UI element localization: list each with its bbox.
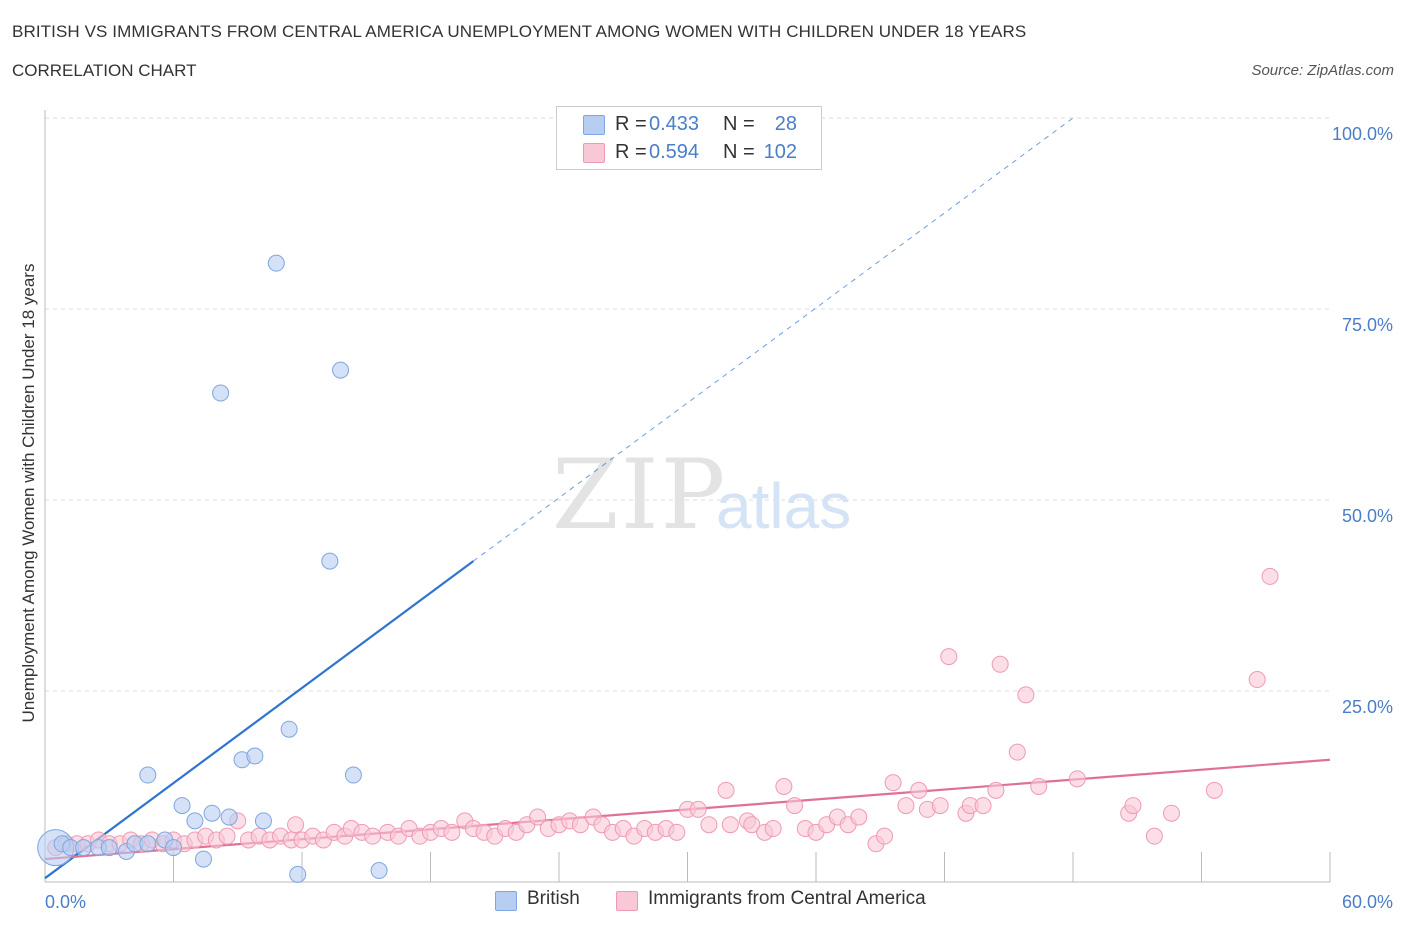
point-central-america bbox=[897, 797, 915, 815]
stats-box: R = 0.433 N = 28 R = 0.594 N = 102 bbox=[556, 106, 822, 170]
point-central-america bbox=[1008, 743, 1026, 761]
point-british bbox=[194, 850, 212, 868]
point-central-america bbox=[1261, 567, 1279, 585]
point-central-america bbox=[218, 827, 236, 845]
x-tick-labels: 0.0% 60.0% bbox=[45, 892, 1393, 912]
central-america-n-label: N = bbox=[723, 141, 755, 163]
y-tick-label: 25.0% bbox=[1342, 697, 1393, 717]
x-tick-label: 0.0% bbox=[45, 892, 86, 912]
point-central-america bbox=[1030, 778, 1048, 795]
point-central-america bbox=[764, 820, 782, 838]
y-axis-label: Unemployment Among Women with Children U… bbox=[19, 264, 38, 723]
y-tick-label: 50.0% bbox=[1342, 506, 1393, 526]
point-central-america bbox=[775, 778, 793, 795]
point-british bbox=[254, 812, 272, 830]
point-central-america bbox=[1248, 671, 1266, 689]
point-british bbox=[100, 839, 118, 857]
trend-line-british-extension bbox=[473, 117, 1074, 562]
point-british bbox=[139, 835, 157, 853]
british-swatch bbox=[583, 115, 605, 135]
point-british bbox=[139, 766, 157, 784]
point-central-america bbox=[571, 816, 589, 834]
point-british bbox=[370, 862, 388, 880]
point-british bbox=[267, 254, 285, 272]
point-central-america bbox=[721, 816, 739, 834]
point-central-america bbox=[689, 800, 707, 818]
point-central-america bbox=[1017, 686, 1035, 704]
point-british bbox=[165, 839, 182, 857]
series-central-america-points bbox=[47, 567, 1279, 857]
point-british bbox=[332, 361, 350, 379]
point-british bbox=[246, 747, 264, 765]
point-british bbox=[289, 865, 307, 883]
point-central-america bbox=[884, 774, 902, 792]
point-central-america bbox=[743, 816, 761, 834]
point-british bbox=[173, 797, 191, 815]
point-british bbox=[203, 804, 221, 822]
point-british bbox=[344, 766, 362, 784]
legend-british-swatch bbox=[495, 891, 517, 911]
trend-line-british bbox=[44, 560, 474, 880]
source-credit: Source: ZipAtlas.com bbox=[1251, 62, 1394, 79]
british-n-label: N = bbox=[723, 113, 755, 135]
point-central-america bbox=[1068, 770, 1086, 788]
point-central-america bbox=[786, 797, 804, 815]
chart-subtitle: CORRELATION CHART bbox=[12, 61, 197, 80]
point-central-america bbox=[287, 816, 305, 834]
grid-lines bbox=[45, 117, 1330, 692]
point-central-america bbox=[529, 808, 547, 826]
point-central-america bbox=[1205, 781, 1223, 799]
point-british bbox=[212, 384, 230, 402]
point-central-america bbox=[1124, 797, 1142, 815]
legend-central-america-label: Immigrants from Central America bbox=[648, 888, 926, 909]
british-r-value: 0.433 bbox=[649, 113, 700, 135]
y-tick-label: 75.0% bbox=[1342, 315, 1393, 335]
point-central-america bbox=[850, 808, 868, 826]
british-n-value: 28 bbox=[774, 113, 797, 135]
point-british bbox=[280, 720, 298, 738]
point-central-america bbox=[700, 816, 718, 834]
watermark-zip: ZIP bbox=[552, 439, 727, 551]
point-british bbox=[321, 552, 339, 570]
central-america-r-value: 0.594 bbox=[649, 141, 700, 163]
legend-british-label: British bbox=[527, 888, 580, 909]
series-british-points bbox=[37, 254, 388, 883]
point-central-america bbox=[443, 823, 461, 841]
point-central-america bbox=[940, 648, 958, 666]
point-british bbox=[220, 808, 238, 826]
legend-central-america-swatch bbox=[616, 891, 638, 911]
point-central-america bbox=[931, 797, 949, 815]
watermark: ZIP atlas bbox=[552, 439, 851, 551]
point-central-america bbox=[991, 655, 1009, 673]
point-central-america bbox=[1163, 804, 1181, 822]
point-central-america bbox=[668, 823, 686, 841]
central-america-swatch bbox=[583, 143, 605, 163]
point-central-america bbox=[987, 781, 1005, 799]
chart-title: BRITISH VS IMMIGRANTS FROM CENTRAL AMERI… bbox=[12, 22, 1027, 41]
watermark-atlas: atlas bbox=[716, 470, 851, 542]
y-tick-labels: 25.0% 50.0% 75.0% 100.0% bbox=[1332, 124, 1393, 717]
point-central-america bbox=[876, 827, 894, 845]
point-central-america bbox=[910, 781, 928, 799]
point-central-america bbox=[364, 827, 382, 845]
point-central-america bbox=[974, 797, 992, 815]
point-central-america bbox=[1145, 827, 1163, 845]
british-r-label: R = bbox=[615, 113, 647, 135]
point-central-america bbox=[717, 781, 735, 799]
y-tick-label: 100.0% bbox=[1332, 124, 1393, 144]
central-america-r-label: R = bbox=[615, 141, 647, 163]
x-tick-label: 60.0% bbox=[1342, 892, 1393, 912]
point-british bbox=[75, 839, 93, 857]
central-america-n-value: 102 bbox=[763, 141, 797, 163]
point-british bbox=[186, 812, 204, 830]
